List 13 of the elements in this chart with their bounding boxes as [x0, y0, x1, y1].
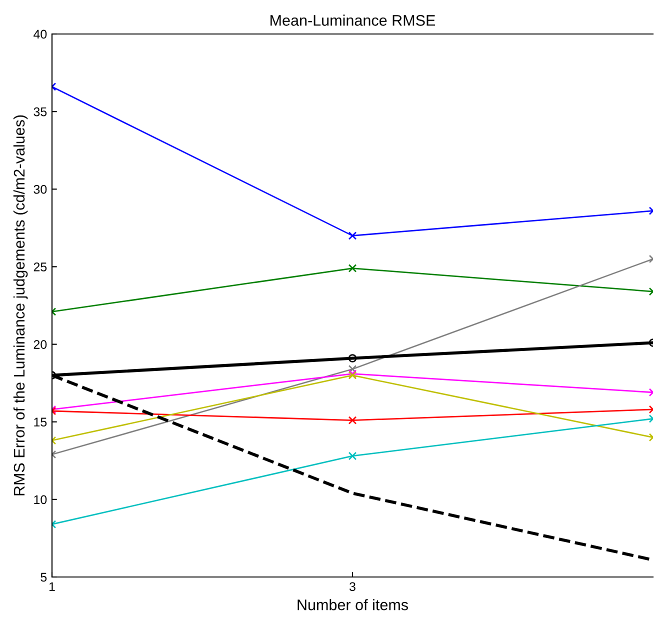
y-tick-label: 30	[34, 184, 47, 194]
y-axis-title: RMS Error of the Luminance judgements (cd/m2-values)	[13, 115, 28, 496]
y-tick-label: 10	[34, 495, 47, 504]
x-tick-label: 3	[350, 582, 356, 592]
y-tick-label: 25	[34, 262, 47, 272]
x-tick-label: 1	[49, 582, 55, 591]
y-tick-label: 5	[40, 572, 47, 582]
chart-title: Mean-Luminance RMSE	[270, 14, 436, 26]
y-tick-label: 35	[34, 107, 47, 116]
y-tick-label: 40	[34, 30, 47, 39]
y-tick-label: 15	[34, 418, 47, 427]
x-axis-title: Number of items	[298, 599, 408, 610]
y-tick-label: 20	[34, 340, 47, 349]
